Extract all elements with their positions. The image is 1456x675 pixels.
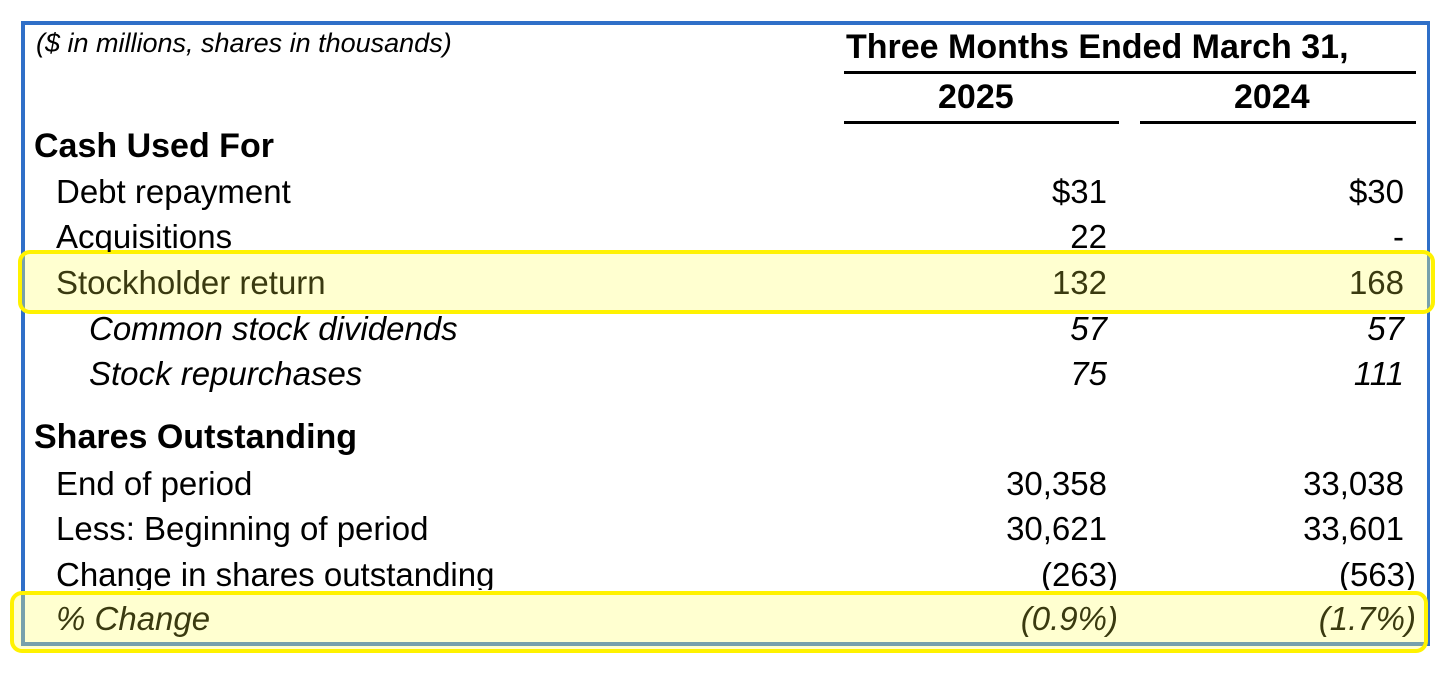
row-label-percent-change: % Change — [56, 600, 211, 637]
row-label-stockholder-return: Stockholder return — [56, 264, 326, 301]
year-2024-rule — [1140, 121, 1416, 124]
highlight-percent-change — [10, 591, 1428, 653]
value-2024-end-of-period: 33,038 — [1303, 465, 1404, 502]
section-title-shares-outstanding: Shares Outstanding — [34, 418, 358, 456]
value-2024-common-stock-dividends: 57 — [1367, 310, 1404, 347]
value-2024-change-in-shares: (563) — [1338, 556, 1416, 590]
value-2025-debt-repayment: $31 — [1051, 173, 1107, 210]
value-2024-beginning-of-period: 33,601 — [1303, 510, 1404, 547]
value-2024-percent-change: (1.7%) — [1318, 600, 1416, 637]
value-2024-debt-repayment: $30 — [1348, 173, 1404, 210]
value-2025-acquisitions: 22 — [1070, 218, 1107, 252]
year-2025-rule — [844, 121, 1119, 124]
year-2025-header: 2025 — [938, 78, 1014, 116]
value-2024-stockholder-return: 168 — [1348, 264, 1404, 301]
row-label-common-stock-dividends: Common stock dividends — [89, 310, 458, 347]
value-2025-common-stock-dividends: 57 — [1070, 310, 1107, 347]
row-label-stock-repurchases: Stock repurchases — [89, 355, 363, 392]
value-2025-end-of-period: 30,358 — [1006, 465, 1107, 502]
units-note: ($ in millions, shares in thousands) — [36, 28, 452, 58]
period-header: Three Months Ended March 31, — [846, 28, 1349, 66]
row-label-change-in-shares: Change in shares outstanding — [56, 556, 495, 590]
row-label-end-of-period: End of period — [56, 465, 253, 502]
value-2025-beginning-of-period: 30,621 — [1006, 510, 1107, 547]
section-title-cash-used-for: Cash Used For — [34, 127, 274, 165]
value-2024-stock-repurchases: 111 — [1353, 355, 1404, 392]
row-label-debt-repayment: Debt repayment — [56, 173, 291, 210]
period-rule — [844, 71, 1416, 74]
value-2025-percent-change: (0.9%) — [1020, 600, 1118, 637]
value-2024-acquisitions: - — [1393, 218, 1404, 252]
highlight-stockholder-return — [18, 250, 1435, 314]
year-2024-header: 2024 — [1234, 78, 1310, 116]
row-label-acquisitions: Acquisitions — [56, 218, 233, 252]
value-2025-stock-repurchases: 75 — [1070, 355, 1107, 392]
value-2025-stockholder-return: 132 — [1051, 264, 1107, 301]
row-label-beginning-of-period: Less: Beginning of period — [56, 510, 429, 547]
value-2025-change-in-shares: (263) — [1040, 556, 1118, 590]
table-frame — [21, 21, 1430, 646]
